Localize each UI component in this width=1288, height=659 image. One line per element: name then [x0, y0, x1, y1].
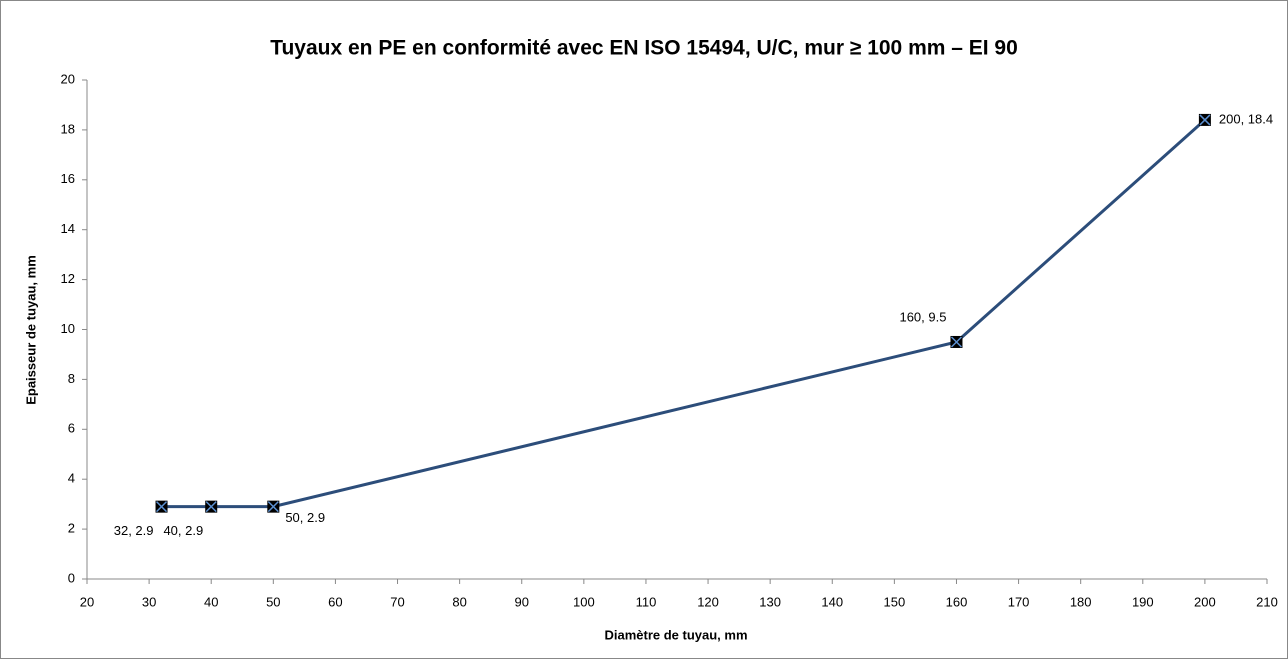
y-tick-label: 16: [61, 171, 75, 186]
x-tick-label: 70: [390, 594, 404, 609]
x-tick-label: 160: [946, 594, 968, 609]
x-tick-label: 60: [328, 594, 342, 609]
marker-cross: [267, 501, 279, 513]
chart-title: Tuyaux en PE en conformité avec EN ISO 1…: [270, 37, 1018, 60]
x-tick-label: 90: [515, 594, 529, 609]
x-tick-label: 150: [884, 594, 906, 609]
marker-cross: [950, 336, 963, 348]
x-tick-label: 20: [80, 594, 94, 609]
y-tick-label: 20: [61, 71, 75, 86]
x-tick-label: 210: [1256, 594, 1278, 609]
data-label: 50, 2.9: [285, 510, 325, 525]
data-label: 200, 18.4: [1219, 111, 1273, 126]
x-tick-label: 50: [266, 594, 280, 609]
x-tick-label: 180: [1070, 594, 1092, 609]
data-point: [155, 500, 168, 513]
y-tick-label: 0: [68, 570, 75, 585]
data-label: 40, 2.9: [163, 523, 203, 538]
data-label: 160, 9.5: [899, 309, 946, 324]
x-axis-label: Diamètre de tuyau, mm: [604, 627, 747, 642]
data-label: 32, 2.9: [114, 523, 154, 538]
y-tick-label: 2: [68, 521, 75, 536]
x-tick-label: 140: [821, 594, 843, 609]
y-axis-label: Epaisseur de tuyau, mm: [23, 255, 38, 405]
marker-cross: [1199, 114, 1211, 126]
x-tick-label: 130: [759, 594, 781, 609]
data-point: [1198, 113, 1211, 126]
x-tick-label: 100: [573, 594, 595, 609]
y-tick-label: 6: [68, 421, 75, 436]
y-tick-label: 18: [61, 121, 75, 136]
marker-cross: [205, 501, 217, 513]
y-tick-label: 14: [61, 221, 75, 236]
x-tick-label: 40: [204, 594, 218, 609]
marker-cross: [155, 501, 168, 513]
y-tick-label: 12: [61, 271, 75, 286]
data-point: [267, 500, 280, 513]
y-tick-label: 4: [68, 471, 75, 486]
x-tick-label: 200: [1194, 594, 1216, 609]
data-point: [950, 335, 963, 348]
x-tick-label: 170: [1008, 594, 1030, 609]
y-tick-label: 8: [68, 371, 75, 386]
x-tick-label: 120: [697, 594, 719, 609]
x-tick-label: 190: [1132, 594, 1154, 609]
x-tick-label: 30: [142, 594, 156, 609]
y-tick-label: 10: [61, 321, 75, 336]
x-tick-label: 110: [636, 594, 657, 609]
x-tick-label: 80: [452, 594, 466, 609]
data-point: [205, 500, 218, 513]
